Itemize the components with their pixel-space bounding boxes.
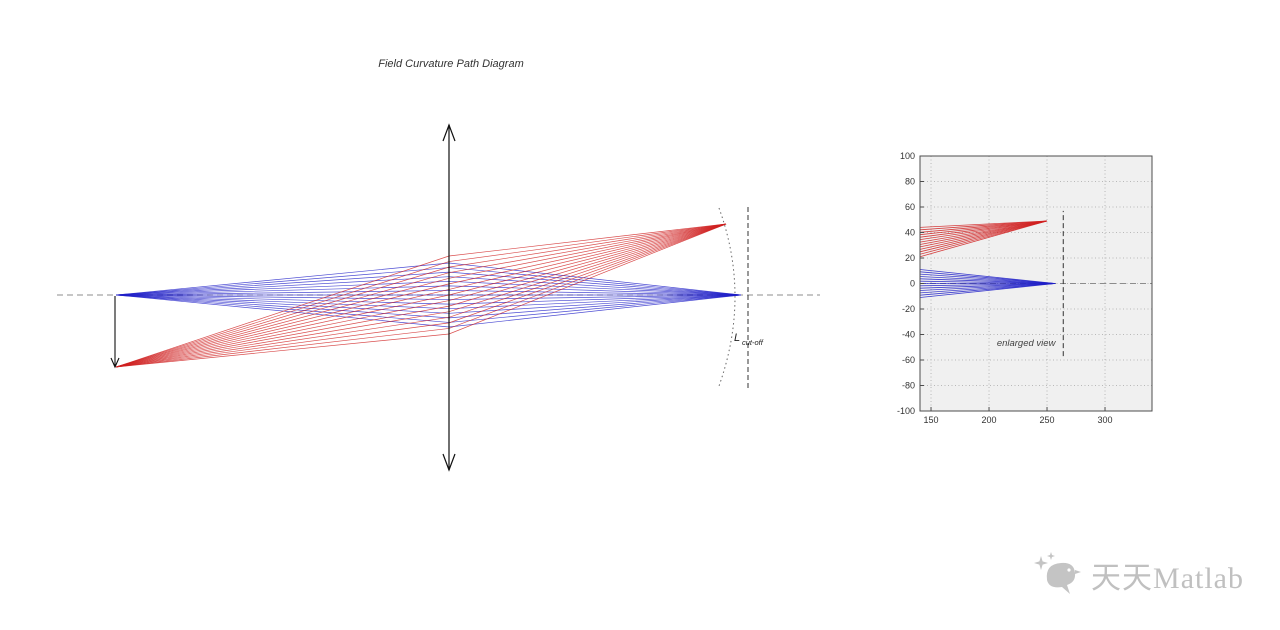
main-diagram-layer <box>57 123 820 472</box>
figure-title: Field Curvature Path Diagram <box>378 58 524 70</box>
inset-y-tick-label: -80 <box>902 381 915 391</box>
inset-y-tick-label: 80 <box>905 177 915 187</box>
cutoff-label-subscript: cut-off <box>742 338 764 347</box>
watermark-text: 天天Matlab <box>1091 562 1244 595</box>
lens-arrowhead-bottom-icon <box>442 453 456 472</box>
cutoff-label: L <box>734 332 740 344</box>
inset-x-tick-label: 200 <box>982 415 997 425</box>
bird-body <box>1046 562 1076 594</box>
bird-beak <box>1075 570 1082 574</box>
inset-x-tick-label: 300 <box>1098 415 1113 425</box>
inset-y-tick-label: -60 <box>902 355 915 365</box>
inset-x-tick-label: 150 <box>924 415 939 425</box>
enlarged-view-label: enlarged view <box>997 338 1057 349</box>
inset-y-tick-label: 40 <box>905 228 915 238</box>
inset-x-tick-label: 250 <box>1040 415 1055 425</box>
inset-red-fan <box>919 220 1048 258</box>
bird-eye <box>1067 568 1071 572</box>
inset-y-tick-label: 60 <box>905 202 915 212</box>
watermark: 天天Matlab <box>1031 550 1244 600</box>
bird-logo-icon <box>1034 552 1082 594</box>
inset-y-tick-label: 20 <box>905 253 915 263</box>
lens-arrowhead-top-icon <box>442 123 456 142</box>
sparkle-icon <box>1034 556 1049 570</box>
inset-y-tick-label: 0 <box>910 279 915 289</box>
blue-on-axis-fan <box>115 262 742 328</box>
inset-y-tick-label: -100 <box>897 406 915 416</box>
inset-y-tick-label: -20 <box>902 304 915 314</box>
inset-y-tick-label: -40 <box>902 330 915 340</box>
inset-layer: 150 200 250 300 -100 -80 -60 -40 -20 0 20 40 60 80 100 <box>897 151 1153 425</box>
field-curvature-arc <box>718 207 736 387</box>
object-arrowhead-icon <box>110 357 120 369</box>
inset-y-tick-label: 100 <box>900 151 915 161</box>
sparkle-small-icon <box>1047 552 1056 560</box>
inset-blue-fan <box>919 269 1056 298</box>
